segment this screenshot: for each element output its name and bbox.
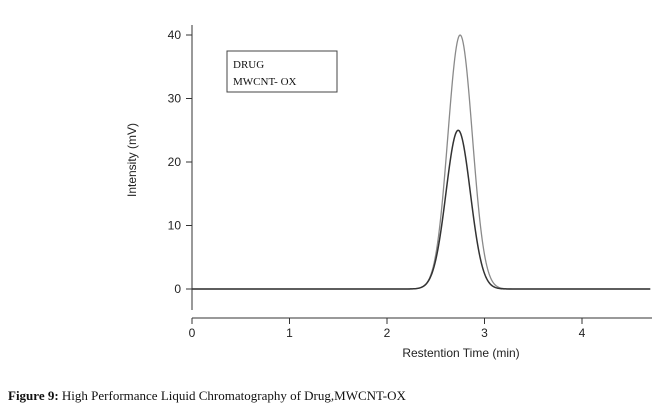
chart-series-layer: [192, 34, 651, 290]
y-tick-label: 30: [168, 92, 182, 106]
figure-caption-text: High Performance Liquid Chromatography o…: [61, 388, 406, 403]
x-tick-label: 2: [384, 326, 391, 340]
chart-axes: 0 10 20 30 40 0 1 2 3 4: [168, 25, 652, 340]
y-tick-label: 40: [168, 28, 182, 42]
legend-entry-mwcnt-ox: MWCNT- OX: [233, 76, 297, 88]
y-tick-label: 20: [168, 155, 182, 169]
series-line-mwcnt-ox: [192, 129, 651, 290]
legend-entry-drug: DRUG: [233, 59, 264, 71]
y-axis-title: Intensity (mV): [125, 123, 139, 197]
x-tick-label: 3: [481, 326, 488, 340]
figure-caption: Figure 9: High Performance Liquid Chroma…: [8, 388, 406, 404]
x-tick-label: 4: [579, 326, 586, 340]
x-tick-label: 0: [189, 326, 196, 340]
y-tick-label: 0: [174, 282, 181, 296]
legend-box: [226, 50, 338, 93]
figure-caption-label: Figure 9:: [8, 388, 59, 403]
y-tick-label: 10: [168, 219, 182, 233]
x-tick-label: 1: [286, 326, 293, 340]
chart-legend: DRUG MWCNT- OX: [226, 50, 338, 93]
x-axis-title: Restention Time (min): [402, 346, 519, 360]
